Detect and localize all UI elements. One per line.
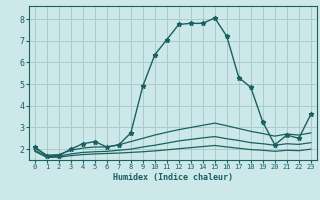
X-axis label: Humidex (Indice chaleur): Humidex (Indice chaleur) [113, 173, 233, 182]
